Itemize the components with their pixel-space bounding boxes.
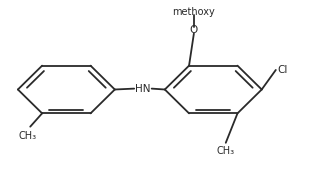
Text: O: O	[190, 25, 198, 35]
Text: methoxy: methoxy	[172, 7, 215, 17]
Text: CH₃: CH₃	[18, 131, 36, 141]
Text: Cl: Cl	[277, 65, 288, 75]
Text: HN: HN	[135, 84, 150, 94]
Text: CH₃: CH₃	[217, 146, 235, 156]
